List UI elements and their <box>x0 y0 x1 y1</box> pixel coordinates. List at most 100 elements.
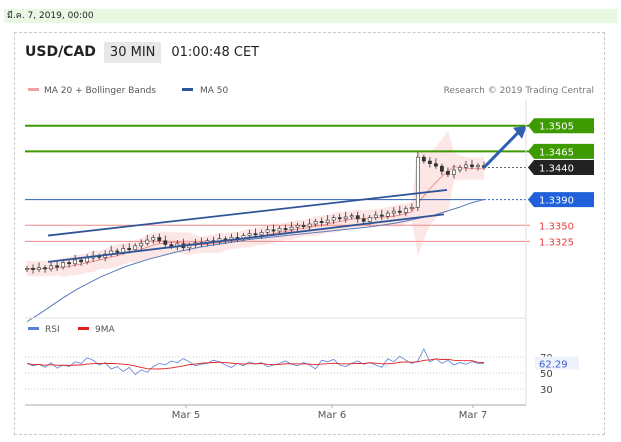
candle-body <box>265 229 270 233</box>
rsi-value-box <box>535 356 579 370</box>
candle-body <box>289 226 294 231</box>
candle-body <box>458 167 462 171</box>
rsi-legend-swatch <box>28 327 39 330</box>
candle-body <box>73 259 78 265</box>
candle-body <box>163 240 168 245</box>
candle-body <box>361 218 366 222</box>
price-labels-layer: 1.3505 1.3465 1.3440 1.3390 1.3350 1.3325 <box>528 118 594 249</box>
candle-body <box>391 210 396 214</box>
candle-body <box>259 232 264 236</box>
rsi-ma-legend-swatch <box>78 327 89 330</box>
candle-body <box>247 233 252 236</box>
candle-body <box>151 237 156 241</box>
candle-body <box>283 228 288 231</box>
candle-body <box>343 216 348 220</box>
price-label-box-1.3505 <box>528 118 594 134</box>
candle-body <box>307 223 312 227</box>
candle-body <box>157 237 162 241</box>
candle-body <box>464 164 468 168</box>
ma20-legend-label: MA 20 + Bollinger Bands <box>44 86 156 96</box>
candle-body <box>421 156 426 162</box>
candle-body <box>470 164 474 168</box>
chart-frame <box>14 32 605 435</box>
timeframe-badge[interactable]: 30 MIN <box>103 41 162 63</box>
price-label-box-1.3350 <box>534 217 594 233</box>
ma20-legend-swatch <box>28 88 39 91</box>
price-label-1.3505: 1.3505 <box>539 122 574 133</box>
candle-body <box>313 221 318 225</box>
candle-body <box>55 265 59 268</box>
ma50-line <box>26 199 485 323</box>
rsi-ma-line <box>26 358 485 370</box>
candle-body <box>349 215 354 218</box>
channel-layer <box>47 125 527 263</box>
bollinger-band-layer <box>26 130 485 277</box>
symbol-label: USD/CAD <box>25 44 96 60</box>
candle-body <box>25 268 29 270</box>
price-label-1.3350: 1.3350 <box>539 221 574 232</box>
channel-line <box>47 189 448 237</box>
x-axis-layer: Mar 5 Mar 6 Mar 7 <box>172 405 487 421</box>
candle-body <box>115 250 120 253</box>
x-tick-label: Mar 6 <box>318 410 346 421</box>
price-label-1.3325: 1.3325 <box>539 237 574 248</box>
candle-body <box>145 239 150 244</box>
candle-body <box>127 248 132 250</box>
candle-body <box>133 245 138 250</box>
candle-body <box>325 219 330 224</box>
rsi-value-label: 62.29 <box>539 359 568 370</box>
rsi-ma-legend-label: 9MA <box>95 325 115 335</box>
candle-body <box>67 262 71 265</box>
ma50-legend-swatch <box>182 88 193 91</box>
candle-body <box>385 212 390 217</box>
candle-body <box>301 224 306 227</box>
chart-header: USD/CAD 30 MIN 01:00:48 CET <box>25 40 259 64</box>
price-label-1.3390: 1.3390 <box>539 196 574 207</box>
x-tick-label: Mar 5 <box>172 410 200 421</box>
price-label-box-1.3440 <box>528 159 594 175</box>
x-tick-label: Mar 7 <box>459 410 487 421</box>
candle-body <box>49 265 53 270</box>
candle-body <box>319 221 324 224</box>
price-label-1.3440: 1.3440 <box>539 163 574 174</box>
rsi-layer: 70503062.29 <box>25 348 579 396</box>
date-header: มี.ค. 7, 2019, 00:00 <box>4 9 617 23</box>
candle-body <box>139 242 144 247</box>
price-label-box-1.3390 <box>528 192 594 208</box>
candle-body <box>277 228 282 232</box>
candle-body <box>79 259 84 263</box>
candle-body <box>433 163 438 167</box>
candle-body <box>379 214 384 217</box>
target-arrow-line <box>482 130 521 169</box>
price-label-1.3465: 1.3465 <box>539 147 574 158</box>
candles-layer <box>25 152 486 274</box>
ma50-legend-label: MA 50 <box>200 86 229 96</box>
candle-body <box>121 248 126 253</box>
candle-body <box>271 229 276 232</box>
clock-label: 01:00:48 CET <box>171 44 260 60</box>
candle-body <box>409 206 414 209</box>
candle-body <box>337 217 342 220</box>
rsi-level-label-50: 50 <box>540 369 553 380</box>
price-label-box-1.3465 <box>528 143 594 159</box>
candle-body <box>373 214 378 218</box>
candle-body <box>295 224 300 228</box>
candle-body <box>397 210 402 213</box>
candle-body <box>31 268 35 270</box>
ma50-layer <box>26 199 485 323</box>
candle-body <box>355 215 360 220</box>
rsi-legend-label: RSI <box>45 325 60 335</box>
rsi-level-label-30: 30 <box>540 385 553 396</box>
price-levels-layer <box>25 124 534 242</box>
candle-body <box>403 208 408 213</box>
candle-body <box>427 160 432 164</box>
candle-body <box>253 233 258 236</box>
candle-body <box>37 267 41 270</box>
candle-body <box>85 257 90 263</box>
candle-body <box>367 217 372 222</box>
candle-body <box>415 156 420 208</box>
channel-line <box>47 213 445 263</box>
candle-body <box>476 165 480 168</box>
candle-body <box>331 217 336 221</box>
